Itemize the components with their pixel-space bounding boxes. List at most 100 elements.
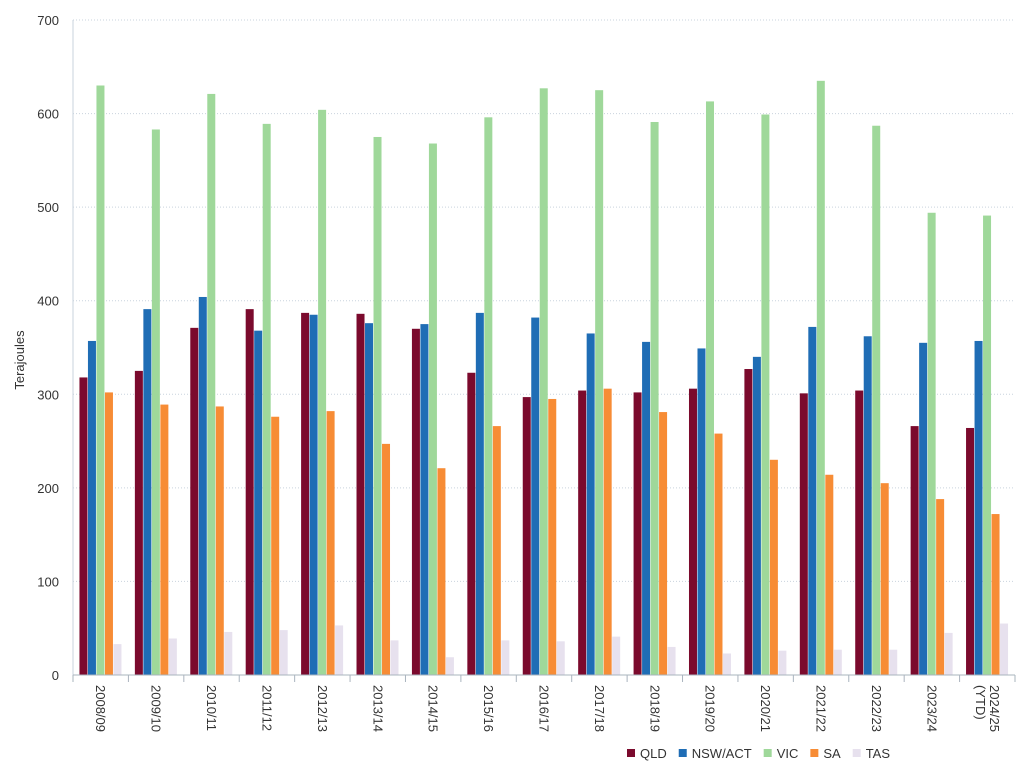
legend-swatch bbox=[627, 749, 635, 757]
x-tick-label-line: 2023/24 bbox=[924, 685, 939, 732]
y-tick-labels: 0 100 200 300 400 500 600 700 bbox=[37, 13, 59, 683]
y-tick-label: 600 bbox=[37, 107, 59, 122]
bar-tas bbox=[501, 640, 510, 675]
bar-qld bbox=[522, 397, 531, 675]
bar-vic bbox=[539, 88, 548, 676]
x-tick-label: 2011/12 bbox=[259, 685, 274, 731]
bar-tas bbox=[445, 657, 454, 675]
x-tick-label-line: 2010/11 bbox=[204, 685, 219, 731]
bar-vic bbox=[207, 93, 216, 675]
bar-nsw-act bbox=[309, 314, 318, 675]
legend: QLD NSW/ACT VIC SA TAS bbox=[627, 746, 890, 761]
x-tick-label-text: 2024/25(YTD) bbox=[973, 685, 1002, 732]
bar-qld bbox=[578, 390, 587, 675]
bar-vic bbox=[96, 85, 105, 675]
bar-qld bbox=[301, 312, 310, 675]
bar-nsw-act bbox=[198, 296, 207, 675]
bar-nsw-act bbox=[420, 324, 429, 675]
x-tick-label-text: 2011/12 bbox=[259, 685, 274, 731]
bar-sa bbox=[104, 392, 113, 675]
bar-qld bbox=[245, 309, 254, 675]
x-tick-label-line: 2017/18 bbox=[592, 685, 607, 732]
legend-swatch bbox=[763, 749, 772, 757]
x-tick-label: 2010/11 bbox=[204, 685, 219, 731]
x-tick-label-text: 2022/23 bbox=[869, 685, 884, 732]
x-tick-label-line: (YTD) bbox=[973, 685, 988, 720]
x-tick-label: 2017/18 bbox=[592, 685, 607, 732]
bar-sa bbox=[382, 443, 391, 675]
bar-qld bbox=[799, 393, 808, 675]
y-tick-label: 100 bbox=[37, 574, 59, 589]
bar-vic bbox=[428, 143, 437, 675]
bar-tas bbox=[944, 632, 953, 675]
bar-sa bbox=[271, 416, 280, 675]
x-tick-label: 2008/09 bbox=[93, 685, 108, 732]
bar-sa bbox=[659, 412, 668, 675]
x-tick-label-text: 2009/10 bbox=[149, 685, 164, 732]
x-tick-label: 2023/24 bbox=[924, 685, 939, 732]
bar-nsw-act bbox=[531, 317, 540, 675]
bar-sa bbox=[714, 433, 723, 675]
bar-tas bbox=[390, 640, 399, 675]
y-tick-label: 0 bbox=[52, 668, 59, 683]
x-tick-labels: 2008/09 2009/10 2010/11 2011/12 2012/13 2013/… bbox=[93, 685, 1002, 732]
bar-sa bbox=[825, 474, 834, 675]
x-tick-label-text: 2023/24 bbox=[924, 685, 939, 732]
x-tick-label-text: 2020/21 bbox=[758, 685, 773, 732]
x-tick-label: 2022/23 bbox=[869, 685, 884, 732]
bar-vic bbox=[318, 109, 327, 676]
bar-sa bbox=[326, 411, 335, 675]
bar-vic bbox=[983, 215, 992, 676]
x-tick-label-line: 2011/12 bbox=[259, 685, 274, 731]
x-tick-label-text: 2008/09 bbox=[93, 685, 108, 732]
bar-nsw-act bbox=[919, 342, 928, 675]
legend-label: TAS bbox=[866, 746, 891, 761]
bar-tas bbox=[889, 649, 898, 675]
x-tick-label-line: 2008/09 bbox=[93, 685, 108, 732]
bars bbox=[79, 80, 1009, 676]
bar-vic bbox=[484, 117, 493, 676]
y-tick-label: 300 bbox=[37, 387, 59, 402]
bar-sa bbox=[492, 426, 501, 675]
x-tick-label: 2019/20 bbox=[703, 685, 718, 732]
legend-swatch bbox=[678, 749, 687, 757]
legend-swatch bbox=[852, 749, 861, 757]
bar-vic bbox=[595, 90, 604, 675]
bar-sa bbox=[769, 459, 778, 675]
x-tick-label-line: 2020/21 bbox=[758, 685, 773, 732]
x-tick-label-line: 2016/17 bbox=[537, 685, 552, 732]
bar-sa bbox=[215, 406, 224, 675]
bar-tas bbox=[113, 644, 122, 675]
bar-tas bbox=[1000, 623, 1009, 675]
x-tick-label-line: 2009/10 bbox=[149, 685, 164, 732]
y-axis-title: Terajoules bbox=[12, 330, 27, 390]
bar-qld bbox=[134, 370, 143, 675]
legend-label: QLD bbox=[640, 746, 667, 761]
bar-tas bbox=[335, 625, 344, 675]
x-tick-label-text: 2014/15 bbox=[426, 685, 441, 732]
x-tick-label-line: 2019/20 bbox=[703, 685, 718, 732]
x-tick-label-text: 2010/11 bbox=[204, 685, 219, 731]
bar-qld bbox=[79, 377, 88, 675]
x-tick-label-text: 2016/17 bbox=[537, 685, 552, 732]
bar-sa bbox=[936, 499, 945, 675]
x-tick-label-line: 2014/15 bbox=[426, 685, 441, 732]
x-tick-label-line: 2021/22 bbox=[814, 685, 829, 732]
bar-vic bbox=[262, 123, 271, 676]
x-tick-label-text: 2021/22 bbox=[814, 685, 829, 732]
bar-qld bbox=[633, 392, 642, 675]
x-tick-label: 2016/17 bbox=[537, 685, 552, 732]
x-tick-label-line: 2013/14 bbox=[370, 685, 385, 732]
x-tick-label: 2012/13 bbox=[315, 685, 330, 732]
bar-nsw-act bbox=[642, 341, 651, 675]
x-tick-label-text: 2019/20 bbox=[703, 685, 718, 732]
x-tick-label-text: 2018/19 bbox=[647, 685, 662, 732]
bar-nsw-act bbox=[752, 356, 761, 675]
bar-qld bbox=[744, 369, 753, 675]
bar-vic bbox=[816, 80, 825, 676]
bar-vic bbox=[373, 136, 382, 675]
bar-nsw-act bbox=[143, 309, 152, 675]
x-tick-label-text: 2013/14 bbox=[370, 685, 385, 732]
x-tick-label-line: 2012/13 bbox=[315, 685, 330, 732]
